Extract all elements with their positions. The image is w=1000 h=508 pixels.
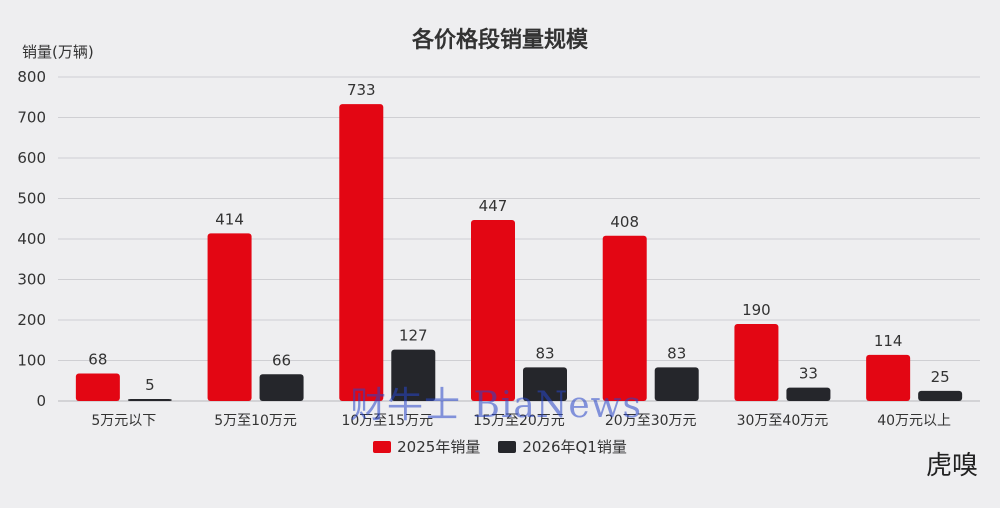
gridlines [58,76,980,402]
data-label: 447 [479,197,508,215]
bar-2025 [866,354,911,401]
chart-title: 各价格段销量规模 [411,28,588,53]
legend-item-2026q1: 2026年Q1销量 [498,436,627,457]
y-tick-label: 200 [17,311,46,329]
bar-2026q1 [391,349,436,401]
data-label: 25 [931,368,950,386]
y-tick-label: 300 [17,271,46,289]
data-label: 127 [399,327,428,345]
bar-2025 [339,104,384,401]
data-label: 190 [742,301,771,319]
x-tick-label: 5万元以下 [91,413,156,429]
y-tick-label: 700 [17,109,46,127]
y-tick-label: 100 [17,352,46,370]
data-label: 414 [215,210,244,228]
bar-2026q1 [127,398,172,401]
data-label: 733 [347,81,376,99]
data-label: 66 [272,351,291,369]
y-tick-labels: 0 100 200 300 400 500 600 700 800 [17,68,46,410]
y-tick-label: 0 [36,392,46,410]
x-tick-label: 20万至30万元 [605,413,697,429]
bar-2025 [75,373,120,401]
bar-2026q1 [918,390,963,401]
y-tick-label: 600 [17,149,46,167]
legend: 2025年销量 2026年Q1销量 [0,436,1000,457]
data-label: 83 [667,344,686,362]
data-labels: 68 5 414 66 733 127 447 83 408 83 190 33 114 25 [88,81,949,394]
legend-swatch-2025 [373,440,392,453]
legend-item-2025: 2025年销量 [373,436,480,457]
data-label: 114 [874,332,903,350]
x-tick-label: 15万至20万元 [473,413,565,429]
data-label: 83 [535,344,554,362]
y-tick-label: 800 [17,68,46,86]
watermark: 财牛士 BiaNews [350,385,642,426]
x-tick-label: 30万至40万元 [737,413,829,429]
bar-2025 [207,233,252,401]
x-tick-label: 40万元以上 [877,413,951,429]
bar-2025 [602,235,647,401]
bar-2025 [471,219,515,401]
data-label: 408 [610,213,639,231]
legend-label-2025: 2025年销量 [397,438,481,456]
bar-2025 [734,324,779,401]
bars [75,104,963,401]
x-tick-label: 10万至15万元 [341,413,433,429]
data-label: 68 [88,350,107,368]
bar-2026q1 [654,367,699,401]
data-label: 33 [799,365,818,383]
y-tick-label: 400 [17,230,46,248]
legend-label-2026q1: 2026年Q1销量 [522,438,627,456]
x-tick-label: 5万至10万元 [214,413,297,429]
data-label: 5 [145,376,155,394]
bar-2026q1 [786,387,831,401]
x-tick-labels: 5万元以下 5万至10万元 10万至15万元 15万至20万元 20万至30万元 30万至… [91,413,951,429]
y-tick-label: 500 [17,190,46,208]
bar-2026q1 [523,367,567,401]
bar-2026q1 [259,374,304,401]
legend-swatch-2026q1 [498,440,517,453]
y-axis-label: 销量(万辆) [22,43,94,61]
brand-logo: 虎嗅 [925,451,978,481]
